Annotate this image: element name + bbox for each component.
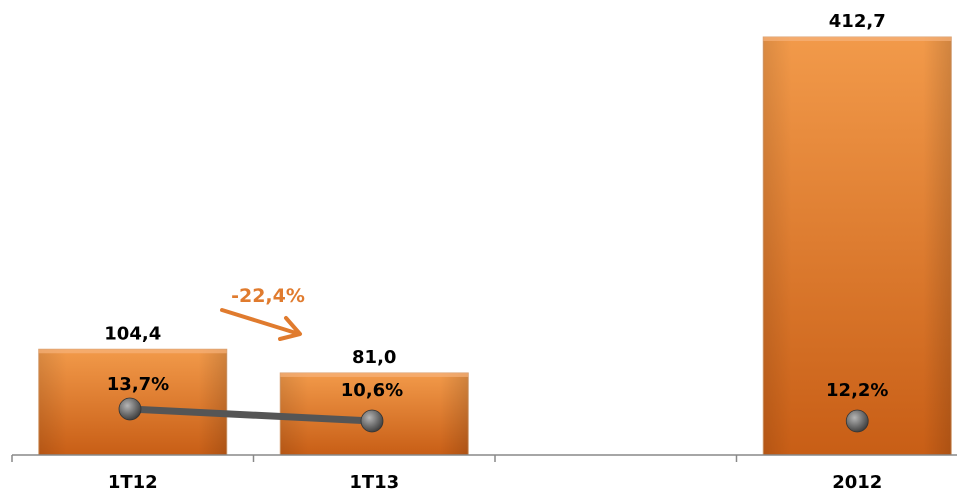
bar-highlight-1T13 [280,372,469,377]
x-tick-label: 1T13 [349,472,399,493]
line-segment [126,405,376,425]
line-value-label: 12,2% [826,380,888,401]
bar-value-label: 104,4 [104,323,161,344]
line-value-label: 10,6% [341,380,403,401]
bar-shade-2012 [763,37,952,455]
bar-highlight-1T12 [38,349,227,354]
line-point-1T13 [360,409,384,433]
line-point-1T12 [118,397,142,421]
bar-value-label: 81,0 [352,347,396,368]
bar-highlight-2012 [763,37,952,41]
x-tick-label: 1T12 [108,472,158,493]
x-tick-label: 2012 [832,472,882,493]
line-value-label: 13,7% [107,374,169,395]
line-point-2012 [845,409,869,433]
change-arrow-head [278,316,302,341]
change-annotation: -22,4% [231,285,305,307]
bar-value-label: 412,7 [829,11,886,32]
change-arrow-shaft [220,308,298,335]
